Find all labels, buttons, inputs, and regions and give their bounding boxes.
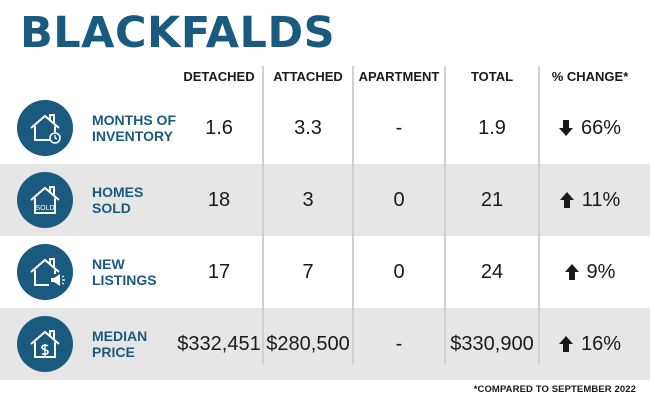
cell-apartment: - [395, 116, 403, 139]
change-value: 66% [580, 116, 622, 139]
table-row-homes-sold: SOLD HOMES SOLD 18 3 0 21 11% [0, 164, 650, 236]
cell-total: 21 [480, 188, 504, 211]
row-label-line: MONTHS OF [92, 112, 176, 128]
column-header-apartment: APARTMENT [358, 69, 440, 84]
cell-apartment: 0 [393, 260, 405, 283]
house-clock-icon [17, 100, 73, 156]
column-header-attached: ATTACHED [273, 69, 343, 84]
column-header-total: TOTAL [470, 69, 514, 84]
arrow-up-icon [559, 192, 574, 208]
cell-change: 16% [540, 308, 640, 380]
cell-detached: 1.6 [205, 116, 233, 139]
column-divider [262, 66, 264, 364]
column-divider [538, 66, 540, 364]
house-sold-icon: SOLD [17, 172, 73, 228]
house-megaphone-icon [17, 244, 73, 300]
row-label-line: INVENTORY [92, 128, 173, 144]
cell-detached: 18 [207, 188, 231, 211]
cell-change: 66% [540, 92, 640, 164]
cell-total: 24 [480, 260, 504, 283]
row-label-line: LISTINGS [92, 272, 157, 288]
column-divider [352, 66, 354, 364]
cell-change: 11% [540, 164, 640, 236]
row-label: NEW LISTINGS [92, 236, 184, 308]
sold-tag-text: SOLD [35, 205, 54, 212]
cell-attached: 7 [302, 260, 314, 283]
table-row-median-price: MEDIAN PRICE $332,451 $280,500 - $330,90… [0, 308, 650, 380]
house-dollar-icon [17, 316, 73, 372]
cell-detached: 17 [207, 260, 231, 283]
row-label: MEDIAN PRICE [92, 308, 184, 380]
table-row-months-of-inventory: MONTHS OF INVENTORY 1.6 3.3 - 1.9 66% [0, 92, 650, 164]
row-label: MONTHS OF INVENTORY [92, 92, 184, 164]
table-row-new-listings: NEW LISTINGS 17 7 0 24 9% [0, 236, 650, 308]
change-value: 16% [580, 332, 622, 355]
row-label-line: HOMES [92, 184, 144, 200]
row-label-line: PRICE [92, 344, 135, 360]
cell-attached: $280,500 [266, 332, 350, 355]
arrow-up-icon [558, 336, 573, 352]
arrow-down-icon [558, 120, 573, 136]
cell-attached: 3.3 [294, 116, 322, 139]
row-label-line: MEDIAN [92, 328, 148, 344]
cell-attached: 3 [302, 188, 314, 211]
row-label-line: NEW [92, 256, 125, 272]
change-value: 11% [581, 188, 621, 211]
column-header-detached: DETACHED [183, 69, 255, 84]
arrow-up-icon [564, 264, 579, 280]
cell-apartment: - [395, 332, 403, 355]
cell-apartment: 0 [393, 188, 405, 211]
column-divider [444, 66, 446, 364]
cell-change: 9% [540, 236, 640, 308]
change-value: 9% [586, 260, 616, 283]
page-title: BLACKFALDS [20, 8, 336, 58]
footnote: *COMPARED TO SEPTEMBER 2022 [473, 384, 636, 395]
cell-total: $330,900 [450, 332, 534, 355]
column-header-change: % CHANGE* [551, 69, 629, 84]
row-label: HOMES SOLD [92, 164, 184, 236]
cell-total: 1.9 [478, 116, 506, 139]
cell-detached: $332,451 [177, 332, 261, 355]
row-label-line: SOLD [92, 200, 131, 216]
